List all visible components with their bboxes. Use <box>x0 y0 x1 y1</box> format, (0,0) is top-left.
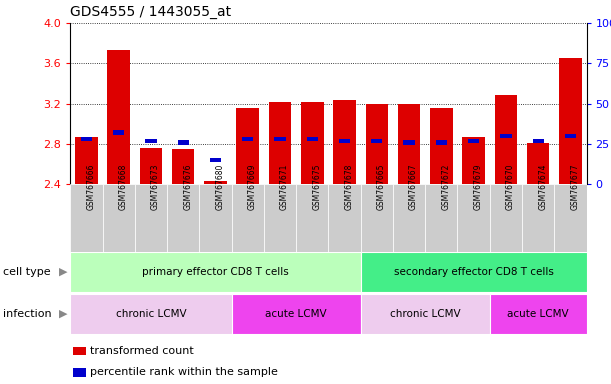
Text: GSM767676: GSM767676 <box>183 163 192 210</box>
Bar <box>463 137 485 184</box>
Bar <box>371 139 382 143</box>
Bar <box>269 102 291 184</box>
Bar <box>360 184 393 252</box>
Bar <box>103 184 135 252</box>
Text: GSM767673: GSM767673 <box>151 163 160 210</box>
Text: GSM767669: GSM767669 <box>247 163 257 210</box>
Bar <box>398 104 420 184</box>
Bar <box>393 184 425 252</box>
Bar <box>554 184 587 252</box>
Text: GSM767679: GSM767679 <box>474 163 483 210</box>
Text: GSM767675: GSM767675 <box>312 163 321 210</box>
Text: GSM767668: GSM767668 <box>119 163 128 210</box>
Bar <box>533 139 544 143</box>
Bar <box>232 184 264 252</box>
Text: GSM767680: GSM767680 <box>216 163 224 210</box>
Bar <box>73 346 86 355</box>
Text: acute LCMV: acute LCMV <box>265 309 327 319</box>
Text: ▶: ▶ <box>59 309 67 319</box>
Text: secondary effector CD8 T cells: secondary effector CD8 T cells <box>393 266 554 277</box>
Bar <box>436 140 447 145</box>
Bar <box>242 137 254 141</box>
Bar <box>307 137 318 141</box>
Bar <box>301 102 324 184</box>
Bar <box>135 184 167 252</box>
Bar <box>527 143 549 184</box>
Text: GSM767670: GSM767670 <box>506 163 515 210</box>
Text: GSM767667: GSM767667 <box>409 163 418 210</box>
Bar <box>113 131 124 135</box>
Bar <box>403 140 415 145</box>
Text: infection: infection <box>3 309 52 319</box>
Text: cell type: cell type <box>3 266 51 277</box>
Bar <box>81 137 92 141</box>
Bar <box>333 99 356 184</box>
Bar <box>178 140 189 145</box>
Bar <box>145 139 156 143</box>
Bar <box>494 94 517 184</box>
Text: GSM767678: GSM767678 <box>345 163 354 210</box>
Bar <box>70 184 103 252</box>
Bar <box>236 108 259 184</box>
Text: GDS4555 / 1443055_at: GDS4555 / 1443055_at <box>70 5 232 19</box>
Bar <box>75 137 98 184</box>
Bar <box>232 294 360 334</box>
Bar <box>204 181 227 184</box>
Text: percentile rank within the sample: percentile rank within the sample <box>90 367 278 377</box>
Bar <box>274 137 286 141</box>
Text: transformed count: transformed count <box>90 346 194 356</box>
Bar <box>108 50 130 184</box>
Text: ▶: ▶ <box>59 266 67 277</box>
Bar <box>430 108 453 184</box>
Bar <box>490 294 587 334</box>
Bar <box>360 252 587 292</box>
Bar <box>199 184 232 252</box>
Bar <box>559 58 582 184</box>
Bar <box>296 184 329 252</box>
Text: primary effector CD8 T cells: primary effector CD8 T cells <box>142 266 289 277</box>
Bar <box>70 294 232 334</box>
Bar <box>522 184 554 252</box>
Bar <box>140 148 163 184</box>
Text: acute LCMV: acute LCMV <box>507 309 569 319</box>
Bar <box>172 149 194 184</box>
Bar <box>210 158 221 162</box>
Bar <box>70 252 360 292</box>
Text: GSM767677: GSM767677 <box>571 163 579 210</box>
Bar <box>500 134 511 138</box>
Bar <box>167 184 199 252</box>
Text: chronic LCMV: chronic LCMV <box>390 309 461 319</box>
Text: chronic LCMV: chronic LCMV <box>115 309 186 319</box>
Bar <box>425 184 458 252</box>
Text: GSM767665: GSM767665 <box>377 163 386 210</box>
Bar <box>264 184 296 252</box>
Bar <box>365 104 388 184</box>
Bar <box>360 294 490 334</box>
Bar <box>490 184 522 252</box>
Bar <box>468 139 479 143</box>
Text: GSM767671: GSM767671 <box>280 163 289 210</box>
Text: GSM767672: GSM767672 <box>441 163 450 210</box>
Bar <box>565 134 576 138</box>
Bar <box>329 184 360 252</box>
Text: GSM767674: GSM767674 <box>538 163 547 210</box>
Bar <box>339 139 350 143</box>
Text: GSM767666: GSM767666 <box>86 163 95 210</box>
Bar <box>73 368 86 377</box>
Bar <box>458 184 490 252</box>
